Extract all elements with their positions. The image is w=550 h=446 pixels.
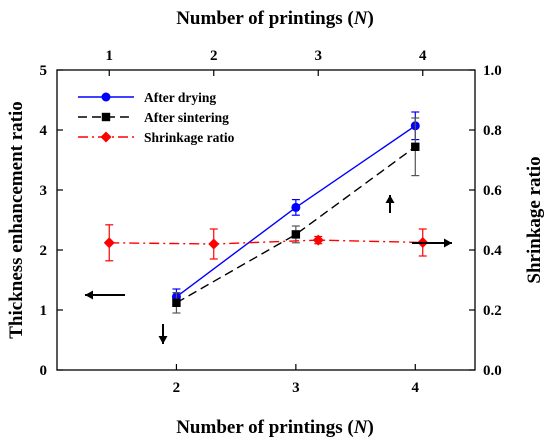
- right-tick-label: 0.8: [483, 123, 502, 139]
- top-tick-label: 3: [315, 48, 323, 64]
- legend-entry: After drying: [144, 90, 216, 105]
- series-after-sintering: [172, 117, 420, 314]
- data-point: [172, 298, 181, 307]
- left-axis-title: Thickness enhancement ratio: [6, 101, 27, 339]
- data-point: [312, 234, 324, 246]
- legend-marker: [100, 131, 112, 143]
- top-tick-label: 2: [210, 48, 218, 64]
- series-line: [109, 239, 423, 245]
- top-axis-title: Number of printings (N): [176, 8, 374, 29]
- arrow-head: [385, 195, 395, 203]
- plot-frame: [56, 69, 476, 371]
- right-tick-label: 0.2: [483, 303, 502, 319]
- series-line: [176, 146, 416, 304]
- right-tick-label: 1.0: [483, 63, 502, 79]
- bottom-tick-label: 3: [292, 380, 300, 396]
- series-shrinkage-ratio: [103, 224, 429, 262]
- legend-marker: [101, 92, 111, 102]
- legend-marker: [101, 112, 111, 122]
- bottom-tick-label: 2: [173, 380, 181, 396]
- data-point: [291, 202, 301, 212]
- right-tick-label: 0.4: [483, 243, 502, 259]
- left-arrow: [85, 290, 125, 300]
- arrow-head: [158, 336, 168, 344]
- right-axis-title: Shrinkage ratio: [524, 156, 545, 283]
- left-tick-label: 4: [40, 123, 48, 139]
- right-tick-label: 0.0: [483, 363, 502, 379]
- data-point: [291, 230, 301, 239]
- data-point: [208, 238, 220, 250]
- top-tick-label: 4: [419, 48, 427, 64]
- legend-entry: After sintering: [144, 110, 229, 125]
- bottom-tick-label: 4: [412, 380, 420, 396]
- right-tick-label: 0.6: [483, 183, 502, 199]
- legend-entry: Shrinkage ratio: [144, 130, 235, 145]
- left-tick-label: 1: [40, 303, 48, 319]
- left-tick-label: 2: [40, 243, 48, 259]
- arrow-head: [444, 238, 452, 248]
- arrow-head: [85, 290, 93, 300]
- right-arrow: [412, 238, 452, 248]
- data-point: [411, 142, 420, 151]
- left-tick-label: 3: [40, 183, 48, 199]
- up-arrow: [385, 195, 395, 213]
- left-tick-label: 0: [40, 363, 48, 379]
- left-tick-label: 5: [40, 63, 48, 79]
- down-arrow: [158, 324, 168, 344]
- top-tick-label: 1: [106, 48, 114, 64]
- bottom-axis-title: Number of printings (N): [176, 417, 374, 438]
- data-point: [103, 237, 115, 249]
